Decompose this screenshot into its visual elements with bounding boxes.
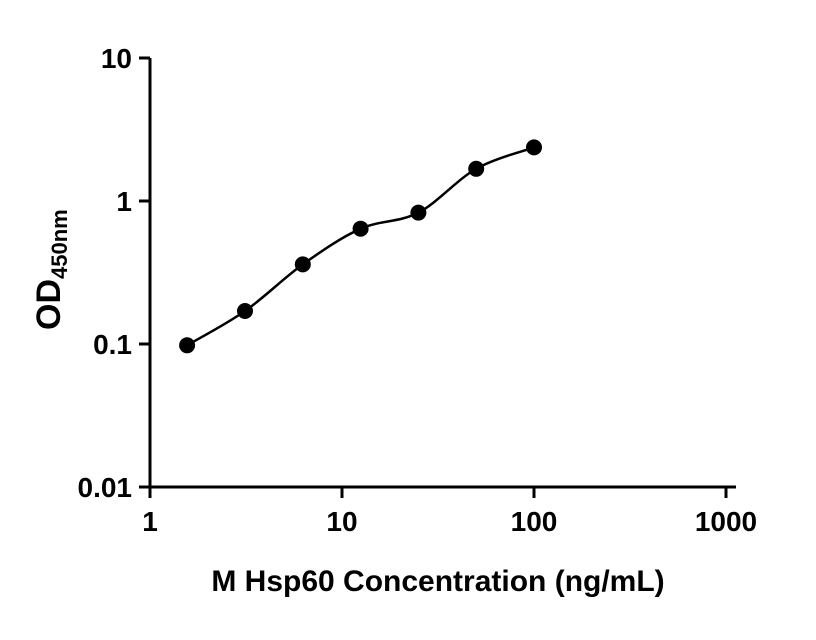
- data-point: [468, 160, 485, 177]
- y-tick-label: 1: [116, 186, 132, 217]
- data-point: [352, 220, 369, 237]
- y-tick-label: 10: [101, 43, 132, 74]
- data-point: [294, 256, 311, 273]
- x-tick-label: 1000: [695, 506, 757, 537]
- y-tick-label: 0.01: [78, 472, 133, 503]
- x-tick-label: 1: [142, 506, 158, 537]
- x-tick-label: 10: [326, 506, 357, 537]
- data-point: [237, 303, 253, 319]
- y-axis-label: OD450nm: [30, 209, 73, 330]
- data-point: [526, 139, 542, 156]
- data-point: [179, 337, 196, 354]
- y-axis-label-main: OD: [30, 279, 68, 330]
- x-axis-label: M Hsp60 Concentration (ng/mL): [211, 565, 665, 598]
- data-point: [410, 204, 427, 221]
- y-axis-label-subscript: 450nm: [47, 209, 72, 279]
- x-tick-label: 100: [511, 506, 558, 537]
- y-tick-label: 0.1: [93, 329, 132, 360]
